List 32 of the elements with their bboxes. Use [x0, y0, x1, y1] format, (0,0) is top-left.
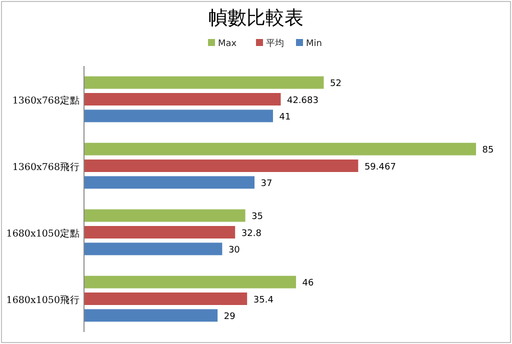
bar — [84, 292, 248, 306]
data-label: 59.467 — [364, 162, 396, 172]
data-label: 52 — [330, 79, 342, 90]
bar — [84, 76, 324, 90]
y-tick-label: 1360x768飛行 — [12, 162, 80, 173]
bar — [84, 242, 223, 256]
bar — [84, 142, 477, 156]
bar — [84, 109, 274, 123]
bar — [84, 176, 256, 190]
legend-label: 平均 — [266, 38, 284, 49]
chart-title: 幀數比較表 — [208, 7, 304, 29]
legend-label: Min — [306, 39, 322, 49]
data-label: 29 — [224, 312, 236, 322]
data-label: 32.8 — [241, 228, 262, 239]
bar — [84, 275, 297, 289]
y-tick-label: 1680x1050定點 — [6, 227, 80, 240]
y-tick-label: 1360x768定點 — [12, 94, 80, 106]
data-label: 35.4 — [253, 295, 274, 306]
bar — [84, 308, 218, 322]
data-label: 35 — [252, 212, 263, 222]
y-tick-label: 1680x1050飛行 — [6, 294, 80, 306]
legend-label: Max — [218, 39, 238, 49]
data-label: 42.683 — [287, 96, 318, 106]
bar — [84, 226, 236, 239]
data-label: 41 — [279, 112, 291, 122]
bar — [84, 159, 359, 172]
data-label: 30 — [228, 245, 240, 256]
bar — [84, 92, 282, 106]
bar — [84, 208, 246, 222]
data-label: 85 — [482, 146, 494, 156]
data-label: 46 — [302, 278, 314, 289]
data-label: 37 — [260, 178, 272, 189]
